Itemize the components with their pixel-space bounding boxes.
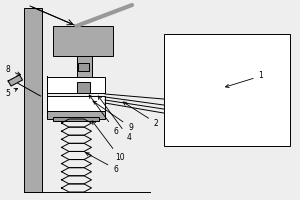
Bar (164, 34, 290, 146)
Bar (46, 77, 105, 93)
Bar (52, 117, 99, 121)
Bar (76, 82, 90, 93)
Text: 6: 6 (86, 153, 118, 173)
Text: 5: 5 (5, 88, 18, 98)
Text: 2: 2 (123, 102, 158, 128)
Text: 9: 9 (93, 101, 133, 132)
Bar (76, 56, 92, 86)
Text: 8: 8 (5, 66, 20, 75)
Bar (24, 8, 42, 192)
Text: 1: 1 (226, 72, 263, 88)
Bar (46, 111, 105, 119)
Bar (46, 96, 105, 111)
Bar (52, 26, 112, 56)
Polygon shape (8, 75, 22, 86)
Text: 4: 4 (98, 96, 131, 142)
Text: 10: 10 (92, 121, 125, 162)
Bar (78, 63, 88, 71)
Text: 6: 6 (89, 95, 118, 136)
